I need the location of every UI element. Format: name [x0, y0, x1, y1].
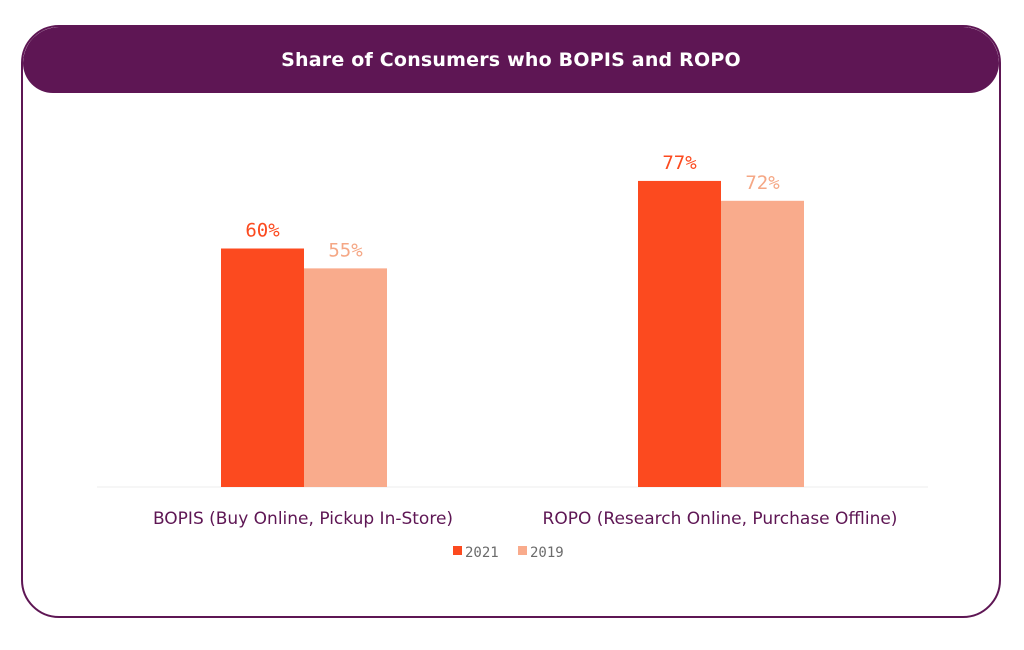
chart-title: Share of Consumers who BOPIS and ROPO — [281, 49, 741, 71]
bar-2019-0 — [304, 268, 387, 487]
bar-2021-1 — [638, 180, 721, 488]
legend-label-2019: 2019 — [530, 545, 564, 561]
category-label-0: BOPIS (Buy Online, Pickup In-Store) — [153, 509, 453, 529]
bar-2021-0 — [221, 248, 304, 487]
bar-2019-1 — [721, 200, 804, 488]
value-label-2021-0: 60% — [245, 220, 280, 242]
legend-swatch-2019 — [518, 546, 527, 555]
legend: 2021 2019 — [453, 545, 564, 561]
chart-card: Share of Consumers who BOPIS and ROPO — [21, 25, 1001, 618]
value-label-2021-1: 77% — [662, 152, 697, 174]
value-labels-group: 60% 55% 77% 72% — [245, 152, 780, 261]
category-labels-group: BOPIS (Buy Online, Pickup In-Store) ROPO … — [153, 509, 898, 529]
legend-label-2021: 2021 — [465, 545, 499, 561]
value-label-2019-1: 72% — [745, 172, 780, 194]
legend-swatch-2021 — [453, 546, 462, 555]
chart-header: Share of Consumers who BOPIS and ROPO — [23, 27, 999, 93]
value-label-2019-0: 55% — [328, 239, 363, 261]
bars-group — [221, 180, 804, 488]
category-label-1: ROPO (Research Online, Purchase Offline) — [543, 509, 898, 529]
